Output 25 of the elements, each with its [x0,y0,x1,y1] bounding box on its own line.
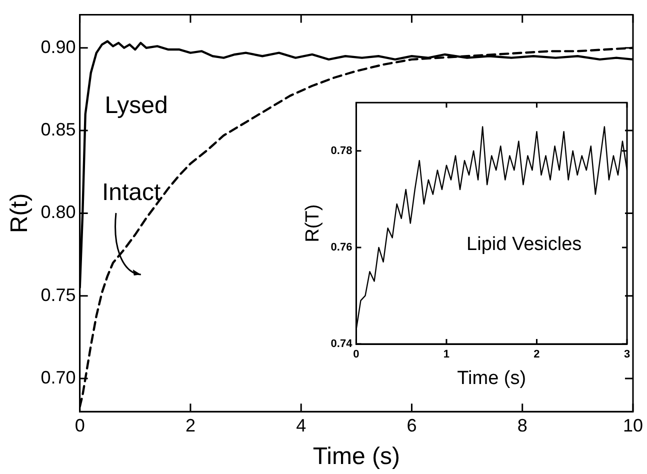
x-axis-title: Time (s) [312,443,400,470]
x-tick-label: 8 [517,415,528,436]
y-tick-label: 0.75 [40,284,76,305]
x-tick-label: 3 [624,348,630,361]
y-axis-title: R(T) [302,204,324,242]
annotation: Lipid Vesicles [466,234,582,256]
x-tick-label: 1 [443,348,450,361]
x-axis-title: Time (s) [457,368,526,389]
y-tick-label: 0.90 [40,36,76,57]
x-tick-label: 2 [534,348,540,361]
y-tick-label: 0.74 [330,338,354,350]
y-tick-label: 0.70 [40,368,76,388]
y-axis-title: R(t) [6,193,34,234]
y-tick-label: 0.78 [330,144,352,157]
series-label: Lysed [104,92,168,119]
y-tick-label: 0.80 [40,202,76,222]
y-tick-label: 0.76 [330,241,352,254]
x-tick-label: 4 [296,415,306,436]
x-tick-label: 2 [185,415,196,436]
x-tick-label: 10 [622,415,644,436]
series-label: Intact [102,179,161,206]
y-tick-label: 0.85 [40,120,76,140]
x-tick-label: 0 [353,348,360,361]
x-tick-label: 6 [406,415,417,436]
x-tick-label: 0 [74,415,85,436]
